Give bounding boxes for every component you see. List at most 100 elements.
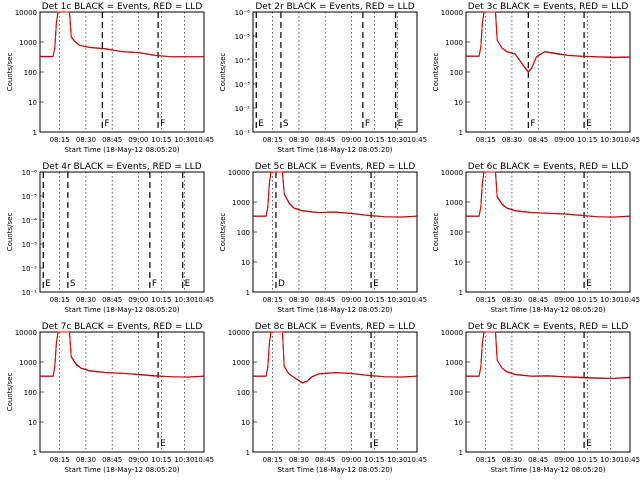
xtick-label: 09:00	[128, 296, 148, 304]
event-marker-label: E	[586, 279, 592, 289]
xtick-label: 08:45	[315, 456, 335, 464]
xtick-label: 08:15	[263, 296, 283, 304]
ytick-label: 10⁻⁶	[22, 169, 38, 177]
xtick-label: 08:30	[502, 296, 522, 304]
xtick-label: 08:15	[50, 136, 70, 144]
ytick-label: 1	[459, 129, 463, 137]
xtick-label: 10:30	[174, 456, 194, 464]
xtick-label: 09:00	[554, 456, 574, 464]
xtick-label: 08:15	[50, 296, 70, 304]
ytick-label: 1	[459, 449, 463, 457]
ytick-label: 1	[33, 449, 37, 457]
ytick-label: 10⁻⁴	[22, 217, 38, 225]
lld-series-line	[40, 11, 205, 58]
event-marker-label: E	[586, 119, 592, 129]
lld-series-line	[40, 331, 205, 378]
xtick-label: 10:30	[174, 296, 194, 304]
ytick-label: 10	[454, 99, 463, 107]
xtick-label: 10:30	[387, 296, 407, 304]
lld-series-line	[466, 171, 631, 218]
xtick-label: 08:45	[102, 456, 122, 464]
ytick-label: 1000	[19, 39, 37, 47]
x-axis-label: Start Time (18-May-12 08:05:20)	[64, 306, 179, 314]
ytick-label: 10000	[228, 329, 250, 337]
event-marker-label: F	[152, 279, 157, 289]
event-marker-label: S	[283, 119, 289, 129]
ytick-label: 1	[459, 289, 463, 297]
xtick-label: 09:00	[341, 456, 361, 464]
y-axis-label: Counts/sec	[432, 53, 440, 92]
ytick-label: 10⁻³	[235, 81, 251, 89]
events-series-line	[466, 171, 631, 218]
events-series-line	[253, 171, 418, 218]
xtick-label: 08:45	[528, 456, 548, 464]
plot-frame	[465, 171, 631, 293]
ytick-label: 10000	[441, 9, 463, 17]
xtick-label: 08:30	[289, 456, 309, 464]
panel-title: Det 5c BLACK = Events, RED = LLD	[255, 162, 416, 172]
xtick-label: 08:30	[76, 456, 96, 464]
xtick-label: 10:45	[620, 296, 640, 304]
ytick-label: 1	[246, 449, 250, 457]
xtick-label: 10:45	[194, 456, 214, 464]
panel-title: Det 2r BLACK = Events, RED = LLD	[255, 2, 414, 12]
plot-frame	[252, 331, 418, 453]
xtick-label: 08:30	[289, 136, 309, 144]
xtick-label: 10:15	[364, 296, 384, 304]
xtick-label: 08:45	[315, 136, 335, 144]
xtick-label: 08:30	[502, 456, 522, 464]
event-marker-label: S	[70, 279, 76, 289]
xtick-label: 10:15	[364, 136, 384, 144]
ytick-label: 10⁻⁶	[235, 9, 251, 17]
xtick-label: 10:45	[407, 296, 427, 304]
xtick-label: 08:45	[528, 136, 548, 144]
y-axis-label: Counts/sec	[6, 53, 14, 92]
panel-title: Det 9c BLACK = Events, RED = LLD	[468, 322, 629, 332]
events-series-line	[466, 11, 631, 73]
ytick-label: 10	[28, 419, 37, 427]
xtick-label: 10:45	[407, 456, 427, 464]
event-marker-label: F	[365, 119, 370, 129]
chart-panel: Det 6c BLACK = Events, RED = LLD 1 10 100 10…	[432, 162, 640, 314]
lld-series-line	[466, 11, 631, 74]
plot-frame	[39, 11, 205, 133]
xtick-label: 08:45	[102, 136, 122, 144]
xtick-label: 10:15	[577, 296, 597, 304]
xtick-label: 08:30	[289, 296, 309, 304]
xtick-label: 10:15	[151, 296, 171, 304]
event-marker-label: F	[530, 119, 535, 129]
ytick-label: 1000	[232, 359, 250, 367]
y-axis-label: Counts/sec	[6, 213, 14, 252]
ytick-label: 10⁻²	[235, 105, 251, 113]
xtick-label: 08:45	[102, 296, 122, 304]
plot-frame	[465, 11, 631, 133]
ytick-label: 100	[24, 69, 37, 77]
ytick-label: 1000	[19, 359, 37, 367]
xtick-label: 10:15	[577, 136, 597, 144]
plot-frame	[39, 171, 205, 293]
x-axis-label: Start Time (18-May-12 08:05:20)	[277, 146, 392, 154]
xtick-label: 08:15	[476, 136, 496, 144]
ytick-label: 100	[237, 389, 250, 397]
chart-panel: Det 2r BLACK = Events, RED = LLD 10⁻¹ 10⁻²…	[219, 2, 427, 154]
x-axis-label: Start Time (18-May-12 08:05:20)	[64, 466, 179, 474]
xtick-label: 10:30	[600, 296, 620, 304]
ytick-label: 1000	[232, 199, 250, 207]
event-marker-label: E	[258, 119, 264, 129]
x-axis-label: Start Time (18-May-12 08:05:20)	[277, 306, 392, 314]
xtick-label: 08:30	[502, 136, 522, 144]
events-series-line	[466, 331, 631, 379]
ytick-label: 10	[241, 259, 250, 267]
xtick-label: 10:30	[387, 136, 407, 144]
x-axis-label: Start Time (18-May-12 08:05:20)	[490, 306, 605, 314]
event-marker-label: F	[160, 119, 165, 129]
ytick-label: 10⁻⁵	[235, 33, 251, 41]
ytick-label: 10⁻³	[22, 241, 38, 249]
y-axis-label: Counts/sec	[219, 53, 227, 92]
xtick-label: 10:30	[600, 456, 620, 464]
event-marker-label: E	[398, 119, 404, 129]
y-axis-label: Counts/sec	[432, 213, 440, 252]
xtick-label: 10:45	[407, 136, 427, 144]
chart-panel: Det 5c BLACK = Events, RED = LLD 1 10 100 10…	[219, 162, 427, 314]
event-marker-label: D	[278, 279, 285, 289]
